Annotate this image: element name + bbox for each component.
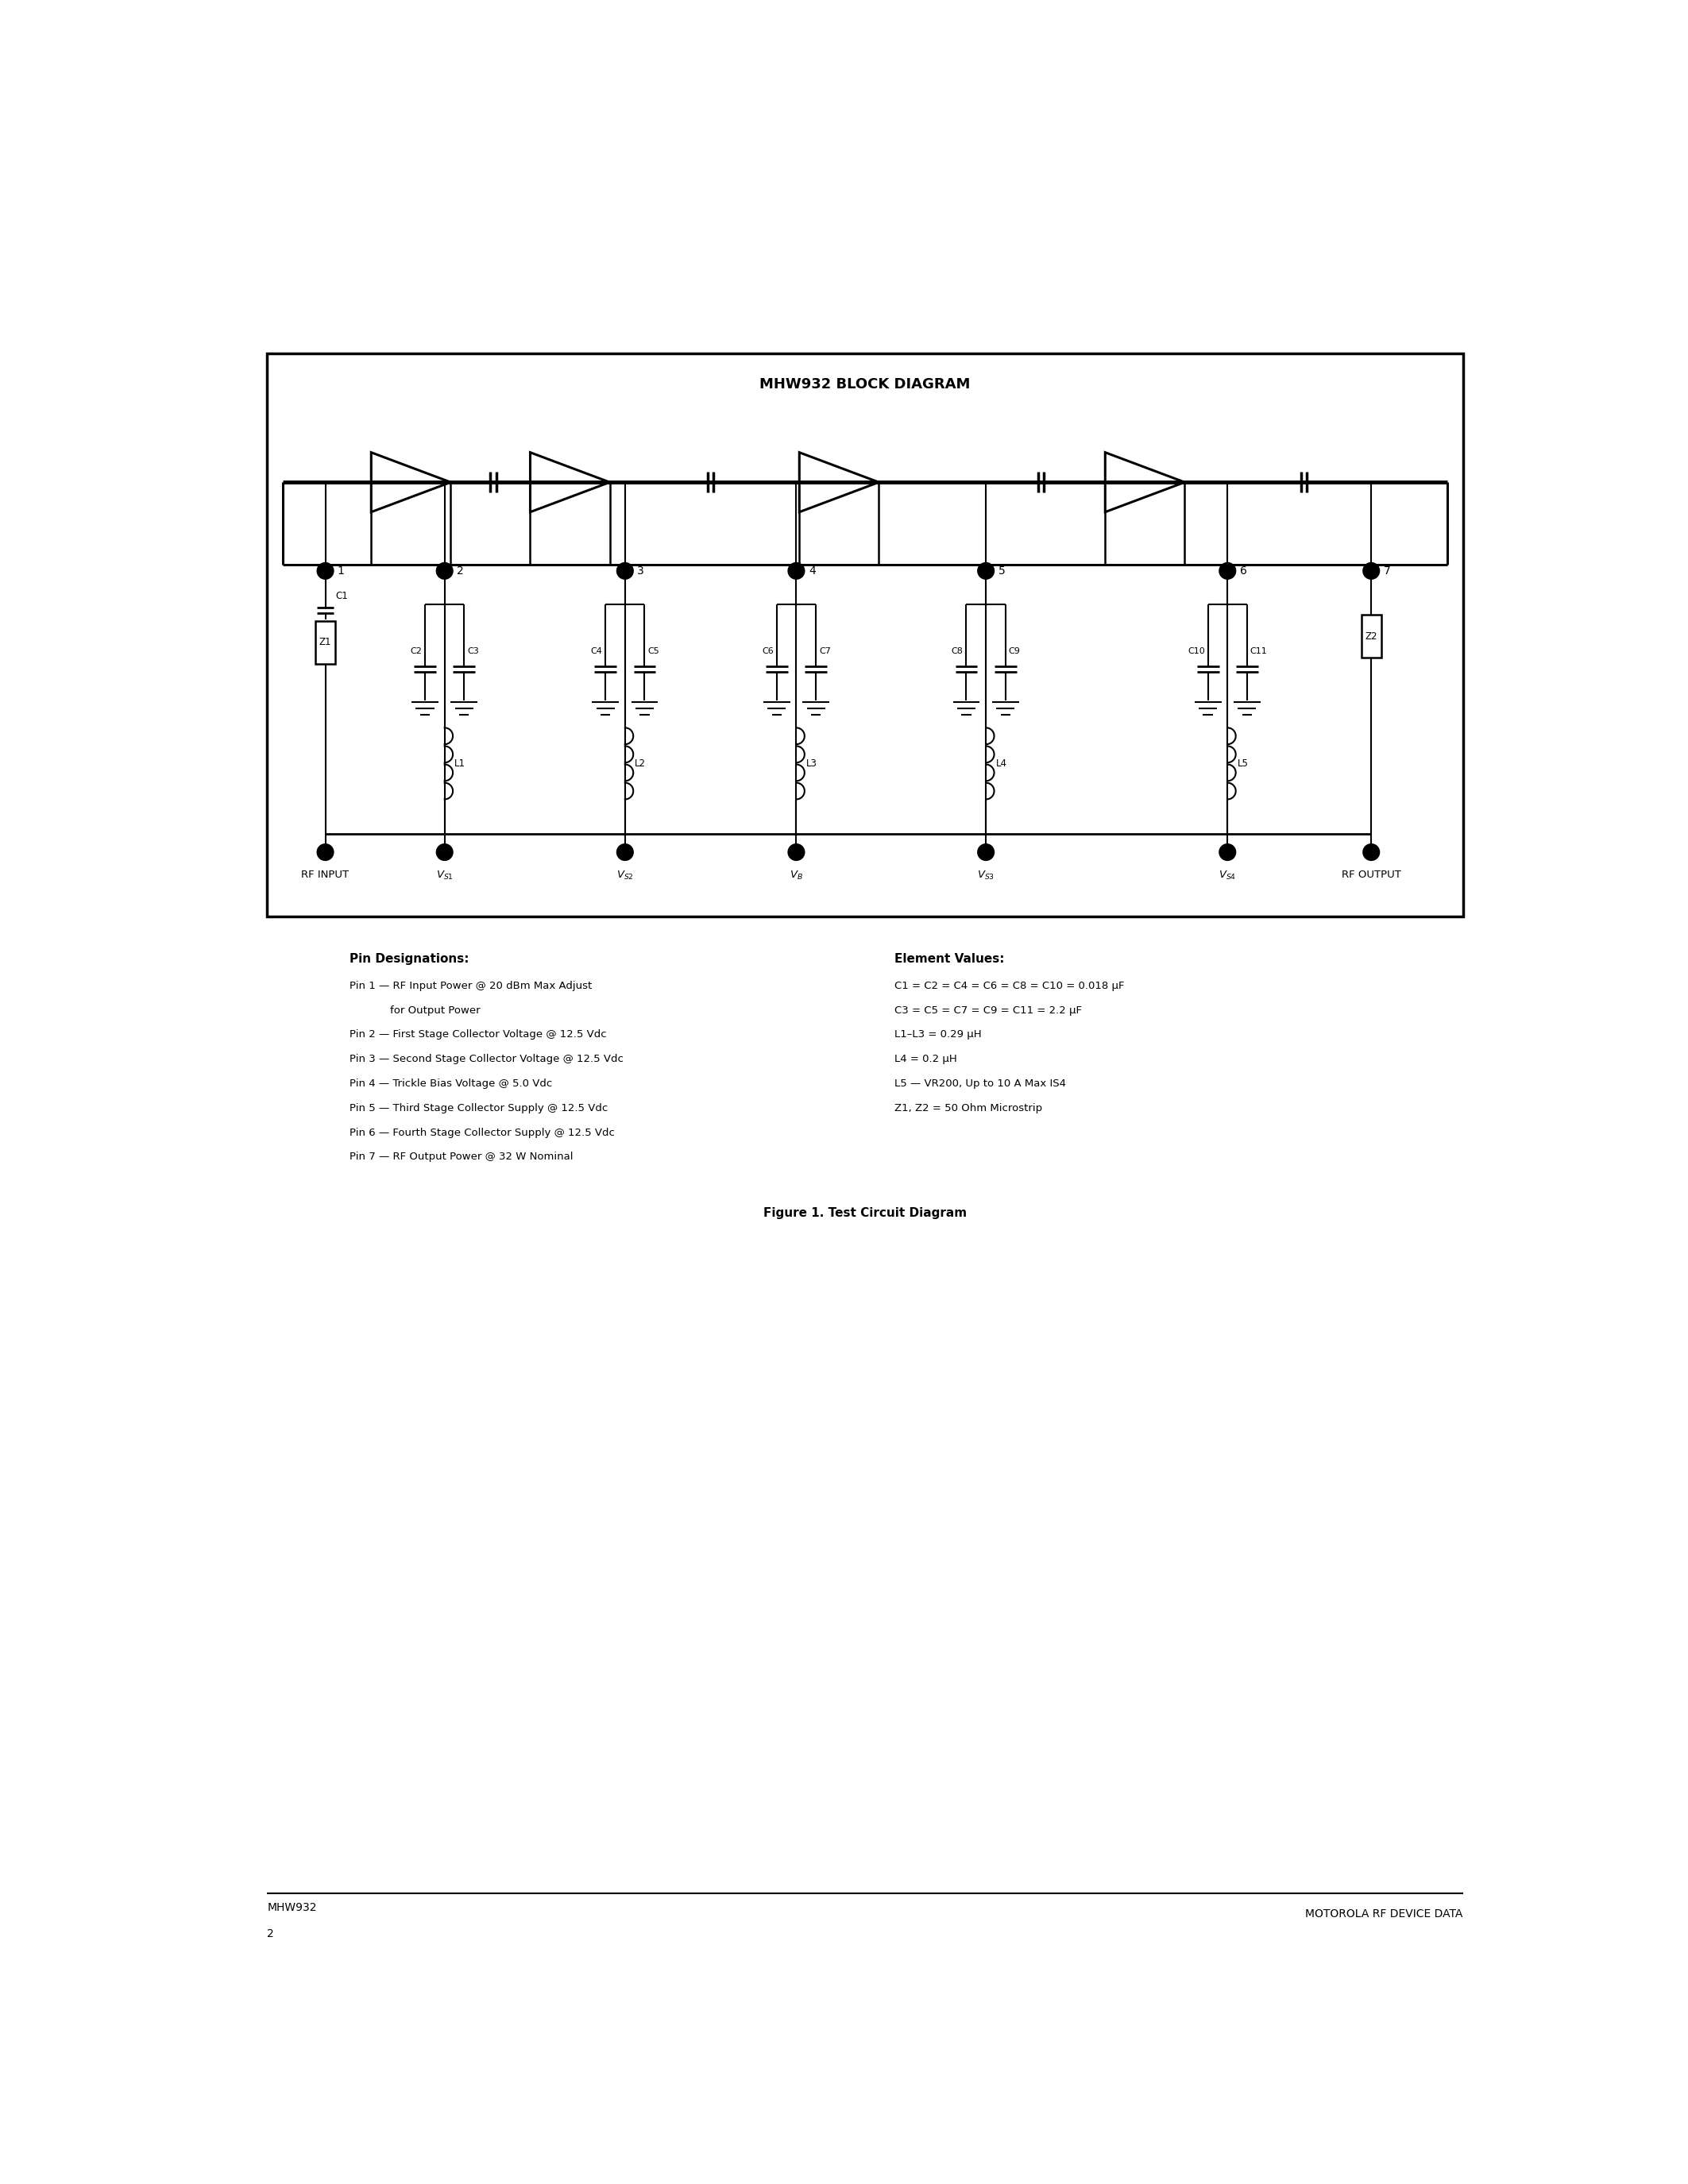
Text: 2: 2 xyxy=(457,566,464,577)
Text: C2: C2 xyxy=(410,646,422,655)
Text: C3 = C5 = C7 = C9 = C11 = 2.2 μF: C3 = C5 = C7 = C9 = C11 = 2.2 μF xyxy=(895,1005,1082,1016)
Text: C8: C8 xyxy=(952,646,964,655)
Text: C6: C6 xyxy=(761,646,773,655)
Text: Pin 2 — First Stage Collector Voltage @ 12.5 Vdc: Pin 2 — First Stage Collector Voltage @ … xyxy=(349,1029,608,1040)
Circle shape xyxy=(1364,563,1379,579)
Bar xyxy=(1362,616,1381,657)
Text: 6: 6 xyxy=(1239,566,1247,577)
Text: 2: 2 xyxy=(267,1928,273,1939)
Text: L4: L4 xyxy=(996,758,1006,769)
Text: Pin Designations:: Pin Designations: xyxy=(349,952,469,965)
Text: L2: L2 xyxy=(635,758,647,769)
Text: C7: C7 xyxy=(819,646,830,655)
Circle shape xyxy=(977,563,994,579)
Text: $V_{S2}$: $V_{S2}$ xyxy=(616,869,633,882)
Text: Pin 1 — RF Input Power @ 20 dBm Max Adjust: Pin 1 — RF Input Power @ 20 dBm Max Adju… xyxy=(349,981,592,992)
Text: RF INPUT: RF INPUT xyxy=(302,869,349,880)
Circle shape xyxy=(437,563,452,579)
Text: C10: C10 xyxy=(1188,646,1205,655)
Circle shape xyxy=(317,563,333,579)
Text: $V_{S1}$: $V_{S1}$ xyxy=(436,869,454,882)
Text: $V_{S3}$: $V_{S3}$ xyxy=(977,869,994,882)
Text: 4: 4 xyxy=(809,566,815,577)
Circle shape xyxy=(1219,845,1236,860)
Text: MHW932 BLOCK DIAGRAM: MHW932 BLOCK DIAGRAM xyxy=(760,378,971,391)
Bar xyxy=(267,354,1463,917)
Text: Z1, Z2 = 50 Ohm Microstrip: Z1, Z2 = 50 Ohm Microstrip xyxy=(895,1103,1041,1114)
Text: RF OUTPUT: RF OUTPUT xyxy=(1342,869,1401,880)
Text: L5 — VR200, Up to 10 A Max IS4: L5 — VR200, Up to 10 A Max IS4 xyxy=(895,1079,1065,1090)
Circle shape xyxy=(437,845,452,860)
Text: Pin 3 — Second Stage Collector Voltage @ 12.5 Vdc: Pin 3 — Second Stage Collector Voltage @… xyxy=(349,1055,625,1064)
Text: L1: L1 xyxy=(454,758,466,769)
Text: Pin 5 — Third Stage Collector Supply @ 12.5 Vdc: Pin 5 — Third Stage Collector Supply @ 1… xyxy=(349,1103,608,1114)
Circle shape xyxy=(618,563,633,579)
Circle shape xyxy=(618,845,633,860)
Circle shape xyxy=(1219,563,1236,579)
Text: for Output Power: for Output Power xyxy=(349,1005,481,1016)
Text: MHW932: MHW932 xyxy=(267,1902,317,1913)
Circle shape xyxy=(977,845,994,860)
Text: Z2: Z2 xyxy=(1366,631,1377,642)
Text: C9: C9 xyxy=(1008,646,1020,655)
Text: Element Values:: Element Values: xyxy=(895,952,1004,965)
Circle shape xyxy=(788,845,803,860)
Bar xyxy=(316,620,336,664)
Text: Pin 7 — RF Output Power @ 32 W Nominal: Pin 7 — RF Output Power @ 32 W Nominal xyxy=(349,1151,574,1162)
Text: $V_{S4}$: $V_{S4}$ xyxy=(1219,869,1236,882)
Text: C3: C3 xyxy=(468,646,479,655)
Circle shape xyxy=(317,845,333,860)
Circle shape xyxy=(788,563,803,579)
Circle shape xyxy=(1364,845,1379,860)
Text: C5: C5 xyxy=(648,646,660,655)
Text: C1 = C2 = C4 = C6 = C8 = C10 = 0.018 μF: C1 = C2 = C4 = C6 = C8 = C10 = 0.018 μF xyxy=(895,981,1124,992)
Text: Figure 1. Test Circuit Diagram: Figure 1. Test Circuit Diagram xyxy=(763,1208,967,1219)
Text: L5: L5 xyxy=(1237,758,1249,769)
Text: 7: 7 xyxy=(1384,566,1391,577)
Text: 5: 5 xyxy=(998,566,1004,577)
Text: 3: 3 xyxy=(638,566,645,577)
Text: MOTOROLA RF DEVICE DATA: MOTOROLA RF DEVICE DATA xyxy=(1305,1909,1463,1920)
Text: Pin 6 — Fourth Stage Collector Supply @ 12.5 Vdc: Pin 6 — Fourth Stage Collector Supply @ … xyxy=(349,1127,614,1138)
Text: 1: 1 xyxy=(338,566,344,577)
Text: C4: C4 xyxy=(591,646,603,655)
Text: Pin 4 — Trickle Bias Voltage @ 5.0 Vdc: Pin 4 — Trickle Bias Voltage @ 5.0 Vdc xyxy=(349,1079,552,1090)
Text: L3: L3 xyxy=(807,758,817,769)
Text: L4 = 0.2 μH: L4 = 0.2 μH xyxy=(895,1055,957,1064)
Text: Z1: Z1 xyxy=(319,638,331,649)
Text: C11: C11 xyxy=(1251,646,1268,655)
Text: C1: C1 xyxy=(336,592,348,601)
Text: L1–L3 = 0.29 μH: L1–L3 = 0.29 μH xyxy=(895,1029,981,1040)
Text: $V_B$: $V_B$ xyxy=(790,869,803,882)
